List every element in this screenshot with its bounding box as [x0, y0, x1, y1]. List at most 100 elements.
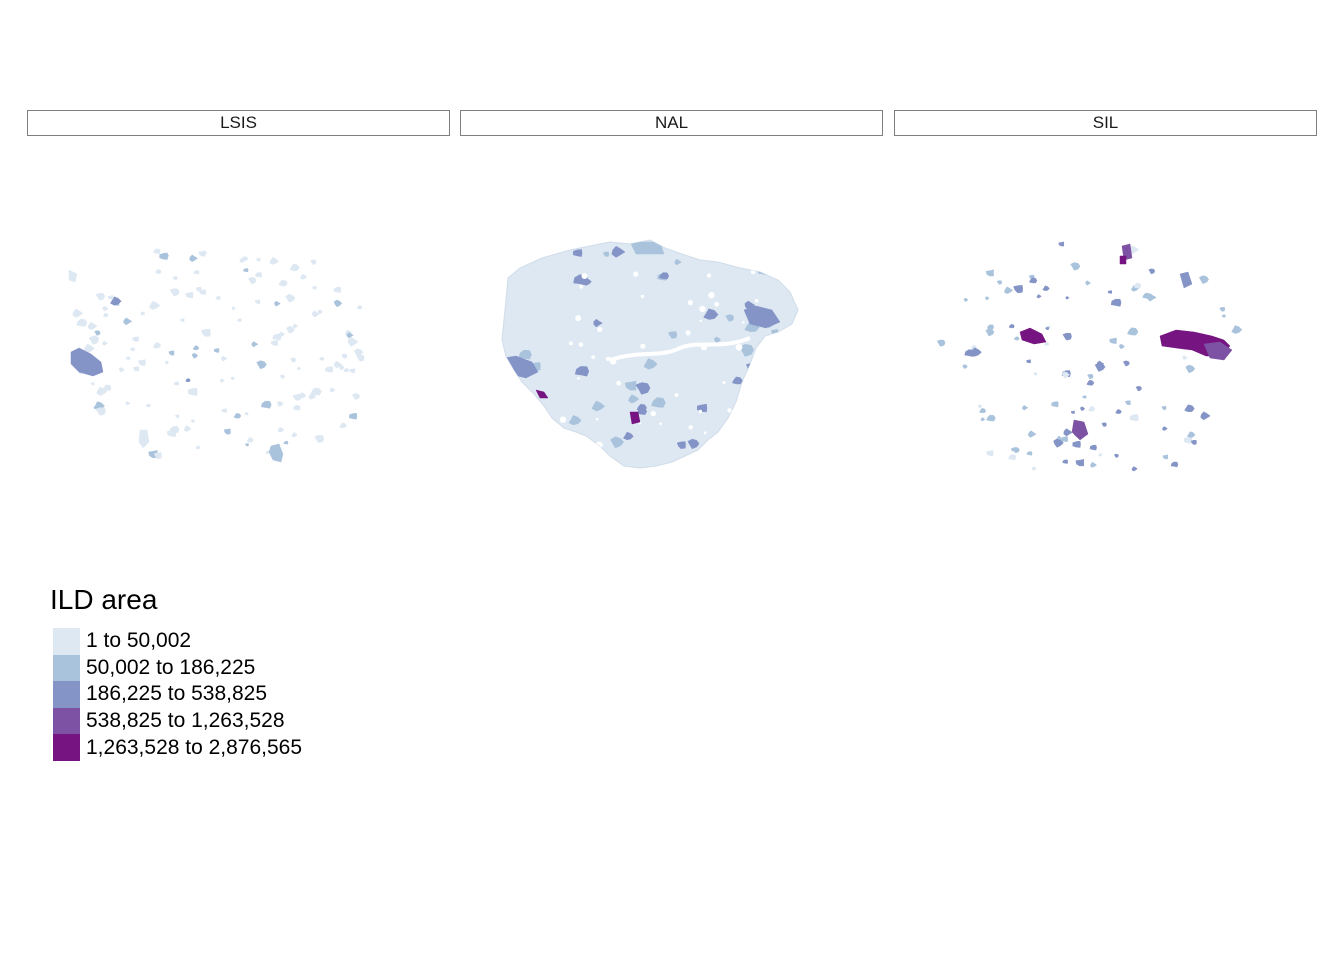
- map-area: [1062, 332, 1072, 341]
- map-area: [191, 353, 199, 359]
- map-area: [1185, 364, 1196, 374]
- map-area: [333, 286, 342, 293]
- map-area: [246, 437, 254, 443]
- map-area: [1087, 405, 1096, 412]
- map-area: [785, 361, 792, 367]
- map-area: [1075, 458, 1085, 467]
- map-area: [731, 376, 743, 385]
- map-gap: [750, 269, 756, 275]
- map-area: [245, 443, 249, 447]
- legend-swatch: [53, 734, 80, 761]
- map-area: [172, 276, 178, 281]
- map-area: [1131, 466, 1138, 472]
- map-area: [1079, 406, 1086, 412]
- map-area: [676, 441, 686, 449]
- map-area: [346, 332, 354, 339]
- map-gap: [688, 425, 693, 430]
- map-area: [667, 331, 678, 339]
- map-gap: [591, 355, 596, 359]
- map-area: [643, 358, 658, 370]
- map-area: [1200, 411, 1211, 421]
- map-gap: [698, 409, 703, 414]
- map-area: [353, 348, 364, 357]
- map-area: [93, 335, 100, 341]
- map-area: [1058, 241, 1065, 247]
- map-area: [314, 435, 325, 443]
- map-area: [277, 426, 285, 433]
- map-area: [1133, 282, 1142, 289]
- map-area: [568, 415, 582, 426]
- map-area: [687, 438, 700, 450]
- map-area: [338, 365, 345, 371]
- map-area: [312, 285, 317, 290]
- map-area: [1110, 298, 1122, 307]
- map-area: [1013, 336, 1020, 341]
- map-area: [236, 318, 242, 322]
- map-area: [87, 321, 98, 331]
- map-area: [1183, 436, 1193, 444]
- map-gap: [685, 330, 691, 336]
- facet-strip-lsis: LSIS: [27, 110, 450, 136]
- map-area: [138, 429, 150, 449]
- map-area: [90, 382, 95, 386]
- map-area: [611, 245, 626, 258]
- map-area: [145, 403, 151, 408]
- map-area: [1086, 379, 1095, 386]
- map-area: [199, 289, 207, 295]
- map-area: [102, 306, 109, 312]
- map-area: [1115, 409, 1122, 414]
- map-area: [743, 305, 781, 329]
- map-gap: [727, 408, 732, 413]
- map-gap: [638, 421, 642, 425]
- map-area: [123, 317, 133, 326]
- map-gap: [595, 417, 599, 421]
- map-area: [1101, 422, 1107, 427]
- map-area: [269, 257, 279, 265]
- map-area: [1028, 277, 1038, 284]
- map-area: [219, 378, 225, 383]
- map-area: [963, 297, 969, 303]
- map-area: [659, 272, 670, 280]
- map-area: [1045, 326, 1049, 330]
- map-area: [1085, 280, 1092, 286]
- map-area: [760, 424, 768, 431]
- map-gap: [674, 393, 679, 397]
- map-area: [1027, 430, 1037, 438]
- map-area: [152, 342, 162, 349]
- legend-item: 50,002 to 186,225: [50, 654, 302, 682]
- map-area: [274, 300, 281, 307]
- map-area: [1036, 294, 1042, 299]
- map-area: [986, 450, 994, 457]
- map-area: [189, 254, 199, 263]
- map-area: [985, 328, 995, 337]
- map-area: [1182, 355, 1189, 361]
- map-gap: [742, 321, 745, 324]
- map-area: [265, 450, 271, 455]
- legend-label: 1,263,528 to 2,876,565: [86, 735, 303, 759]
- map-area: [1071, 419, 1089, 441]
- map-area: [523, 407, 534, 416]
- map-gap: [595, 441, 603, 449]
- map-area: [153, 452, 162, 459]
- map-area: [233, 412, 242, 419]
- map-area: [1113, 453, 1119, 458]
- legend-item: 186,225 to 538,825: [50, 681, 302, 708]
- map-area: [713, 336, 722, 344]
- map-area: [1008, 324, 1015, 329]
- legend-swatch: [53, 707, 80, 735]
- map-area: [289, 263, 300, 272]
- map-area: [1148, 268, 1156, 275]
- map-area: [285, 294, 296, 303]
- map-area: [356, 305, 363, 310]
- legend-title: ILD area: [50, 584, 158, 615]
- map-area: [1082, 395, 1087, 399]
- map-area: [635, 382, 651, 395]
- map-area: [1042, 285, 1050, 291]
- map-area: [272, 333, 282, 341]
- map-area: [339, 422, 348, 429]
- legend-swatch: [53, 681, 80, 708]
- map-area: [979, 408, 987, 414]
- map-area: [593, 449, 604, 458]
- map-area: [102, 312, 109, 318]
- map-legend: ILD area 1 to 50,002 50,002 to 186,225 1…: [50, 584, 302, 761]
